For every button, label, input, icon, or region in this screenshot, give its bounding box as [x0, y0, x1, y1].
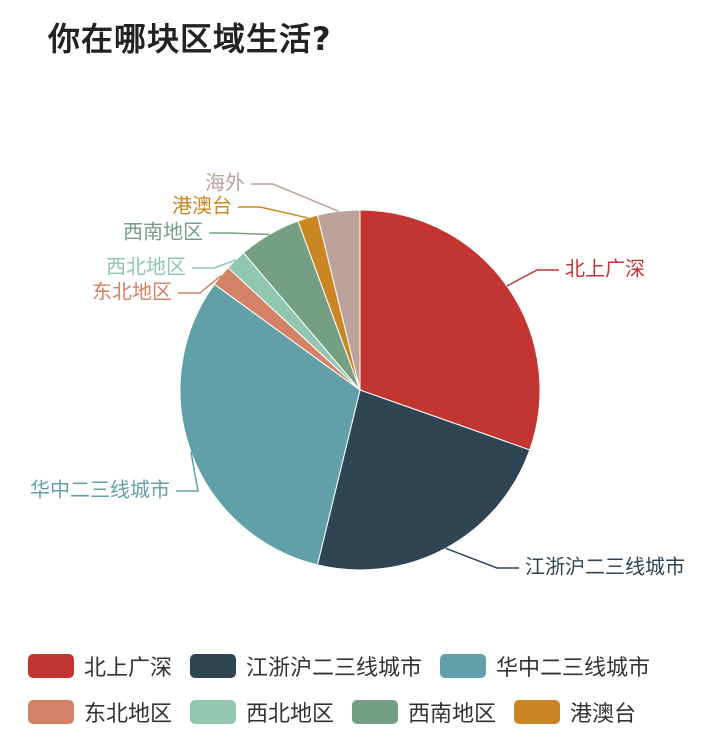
legend-swatch: [440, 654, 487, 678]
legend-item-2-2[interactable]: 西北地区: [190, 696, 334, 728]
legend-swatch: [190, 654, 237, 678]
legend-swatch: [190, 700, 237, 724]
slice-label-6: 西南地区: [123, 220, 203, 244]
legend-item-2-1[interactable]: 东北地区: [28, 696, 172, 728]
legend-item-2-3[interactable]: 西南地区: [352, 696, 496, 728]
slice-label-2: 江浙沪二三线城市: [525, 555, 685, 579]
slice-label-8: 海外: [205, 171, 245, 195]
legend-label: 北上广深: [84, 656, 173, 681]
legend-label: 江浙沪二三线城市: [246, 656, 423, 681]
leader-line-7: [238, 206, 308, 219]
legend-row-2: 东北地区 西北地区 西南地区 港澳台: [28, 696, 654, 728]
legend-label: 西南地区: [408, 702, 497, 727]
leader-line-1: [506, 269, 559, 287]
leader-line-5: [192, 259, 236, 269]
leader-line-2: [445, 547, 519, 569]
legend-item-1-3[interactable]: 华中二三线城市: [440, 650, 650, 682]
legend-swatch: [352, 700, 399, 724]
chart-title: 你在哪块区域生活?: [48, 20, 332, 58]
leader-line-3: [176, 451, 199, 492]
slice-label-1: 北上广深: [565, 257, 645, 281]
pie-slice-1[interactable]: [359, 209, 541, 451]
legend-swatch: [514, 700, 561, 724]
legend-item-2-4[interactable]: 港澳台: [514, 696, 636, 728]
legend-item-1-1[interactable]: 北上广深: [28, 650, 172, 682]
legend-label: 华中二三线城市: [496, 656, 651, 681]
legend-item-1-2[interactable]: 江浙沪二三线城市: [190, 650, 422, 682]
slice-label-4: 东北地区: [92, 280, 172, 304]
legend-swatch: [28, 700, 74, 724]
legend-swatch: [28, 654, 74, 678]
legend-row-1: 北上广深 江浙沪二三线城市 华中二三线城市: [28, 650, 668, 682]
legend-label: 西北地区: [246, 702, 335, 727]
slice-label-3: 华中二三线城市: [30, 478, 170, 502]
slice-label-7: 港澳台: [172, 194, 232, 218]
leader-line-4: [178, 275, 222, 294]
leader-line-6: [209, 232, 270, 236]
legend-label: 港澳台: [570, 702, 637, 727]
legend-label: 东北地区: [84, 702, 173, 727]
leader-line-8: [251, 183, 339, 212]
slice-label-5: 西北地区: [106, 255, 186, 279]
